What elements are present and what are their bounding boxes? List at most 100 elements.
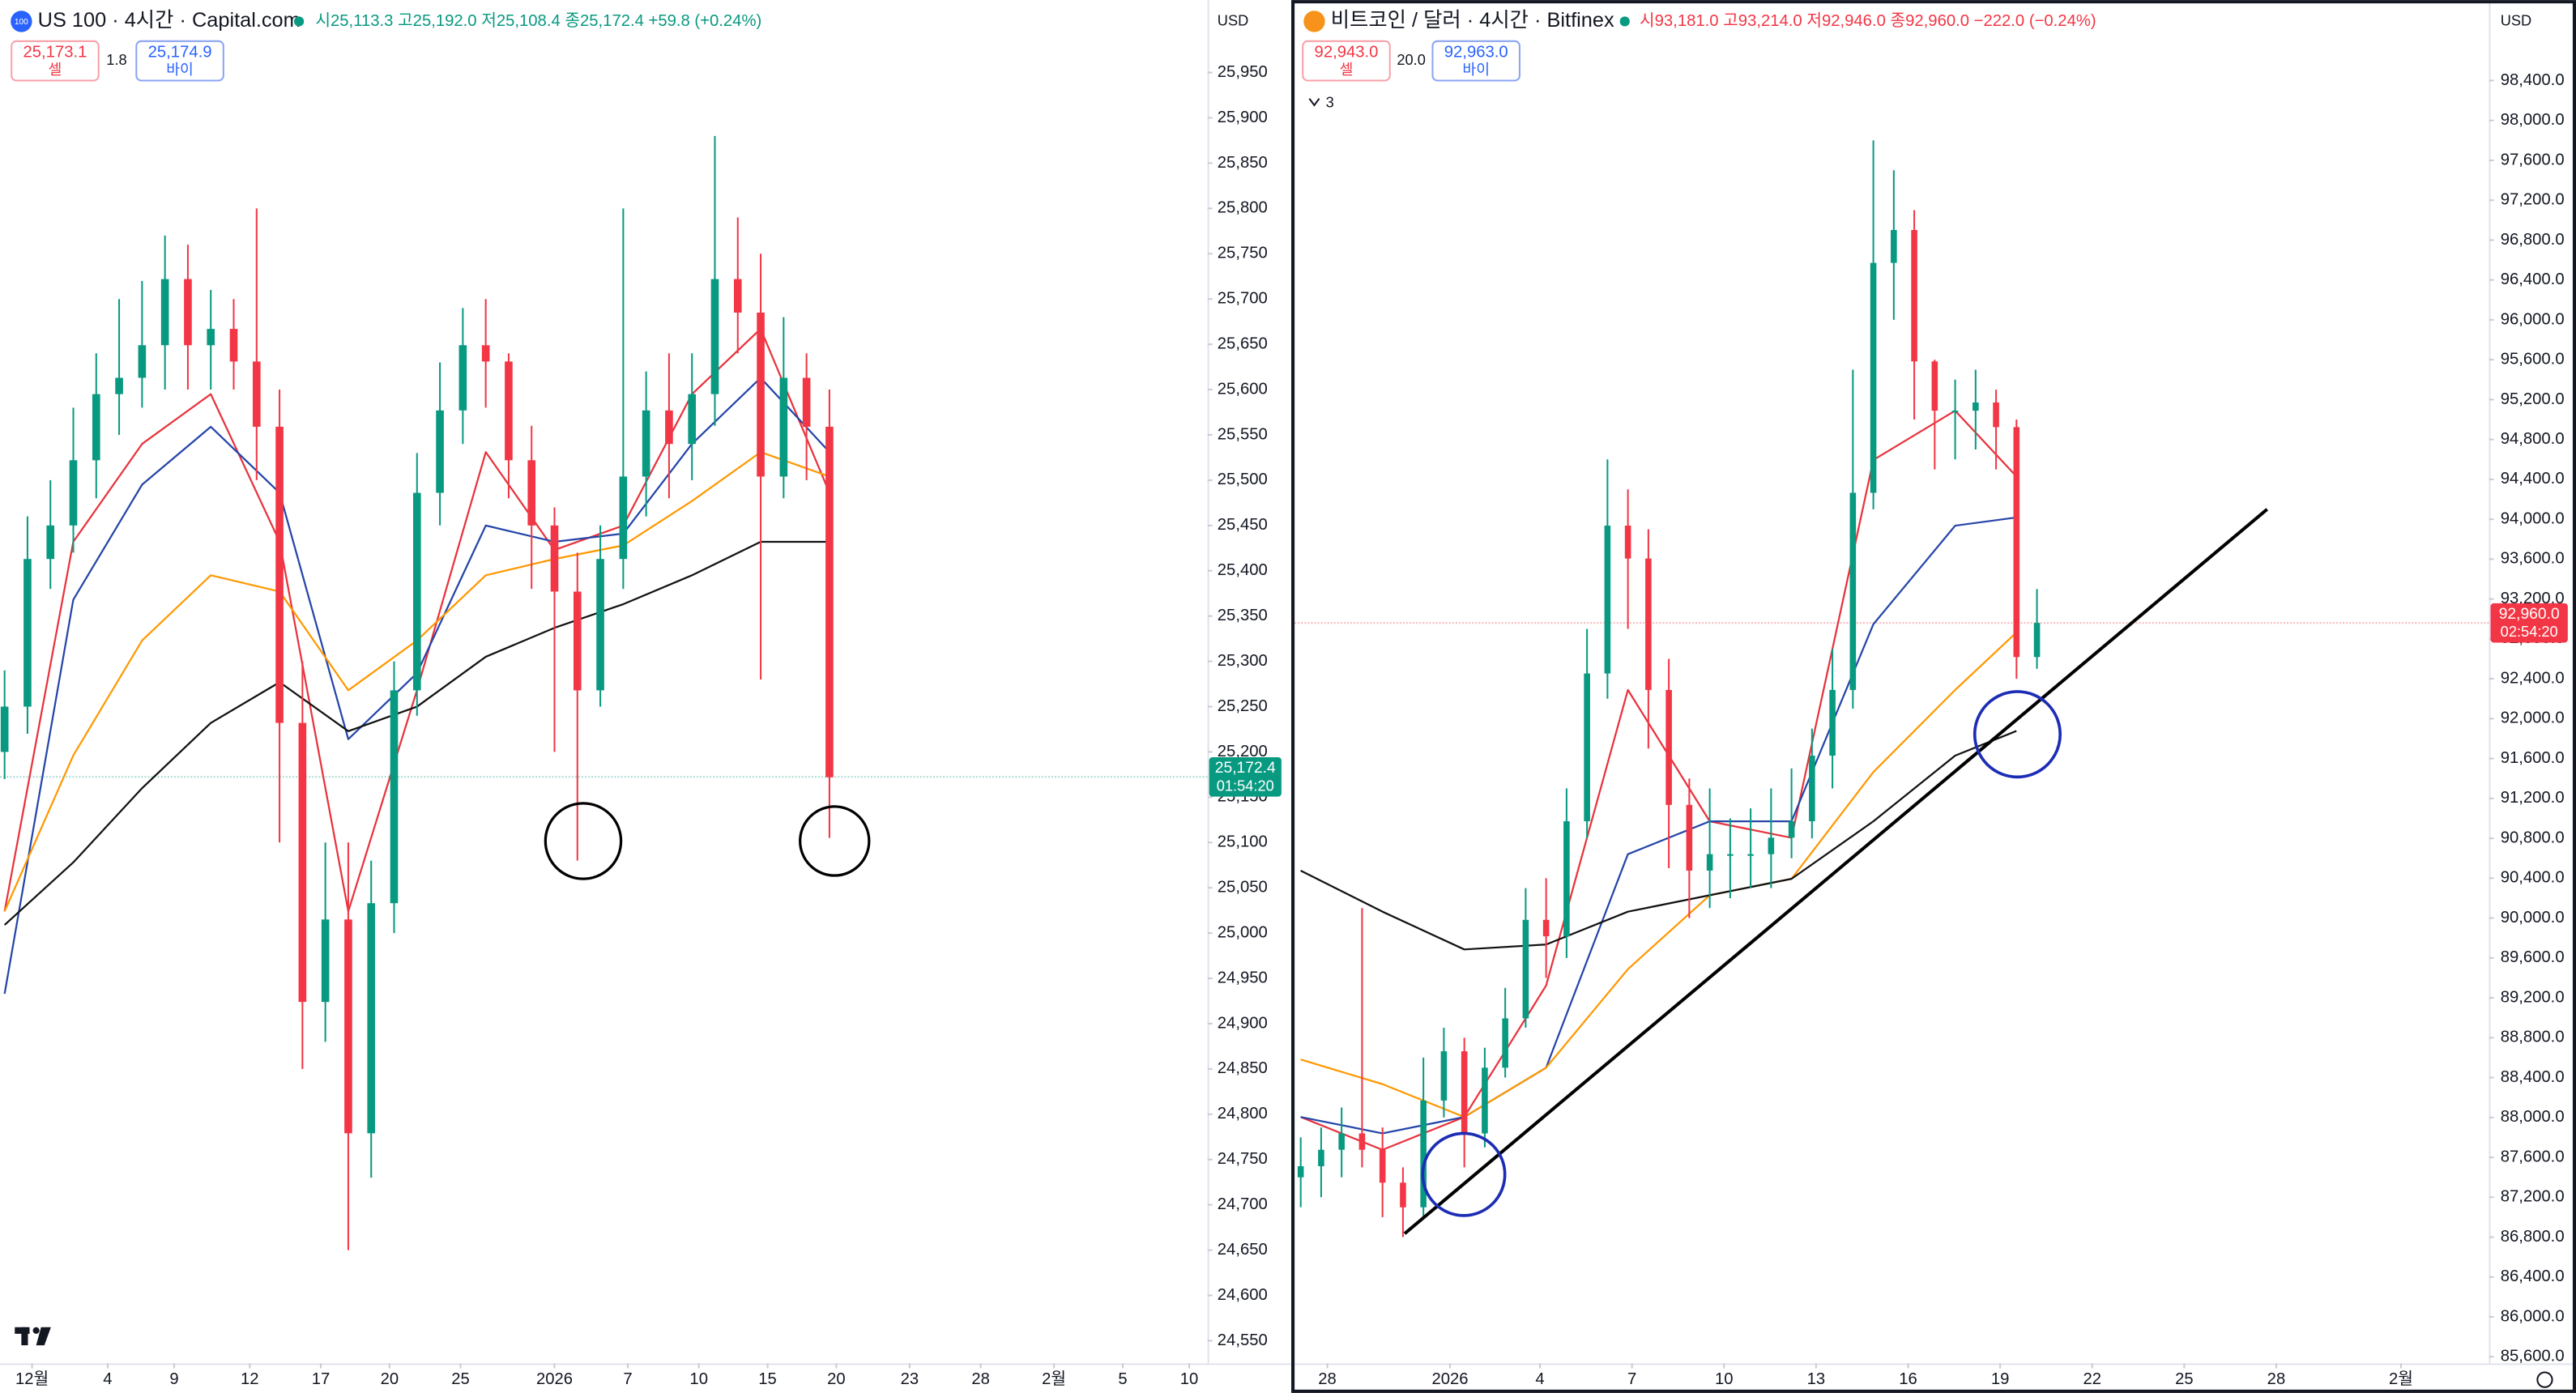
x-tick-label: 20 (381, 1370, 399, 1388)
candle-body (2013, 427, 2020, 658)
logo-part (21, 1327, 28, 1346)
y-tick-label: 92,000.0 (2501, 709, 2565, 727)
candle-body (1993, 402, 1999, 428)
buy-price: 25,174.9 (148, 43, 212, 61)
annotation-circle[interactable] (1973, 690, 2062, 779)
candle-body (1747, 854, 1754, 856)
y-tick-label: 25,900 (1218, 109, 1268, 126)
sell-button[interactable] (1302, 40, 1391, 82)
x-tick-label: 2월 (1042, 1370, 1066, 1388)
x-tick-label: 25 (451, 1370, 470, 1388)
y-tick-label: 96,000.0 (2501, 310, 2565, 328)
candle-body (0, 706, 9, 752)
last-price-tag (2490, 603, 2568, 643)
symbol-title[interactable]: US 100 · 4시간 · Capital.com (38, 9, 301, 32)
candle-body (252, 361, 261, 427)
y-tick-label: 87,200.0 (2501, 1188, 2565, 1206)
collapse-chevron[interactable] (1308, 98, 1320, 107)
y-tick-label: 25,800 (1218, 199, 1268, 217)
logo-part (32, 1327, 40, 1334)
candle-body (642, 410, 650, 477)
x-tick-label: 28 (2267, 1370, 2286, 1388)
candle-body (802, 377, 811, 427)
y-tick-label: 85,600.0 (2501, 1348, 2565, 1365)
settings-icon[interactable] (2536, 1371, 2553, 1388)
y-tick-label: 25,100 (1218, 833, 1268, 851)
candle-body (1870, 262, 1877, 493)
x-tick-label: 12 (241, 1370, 259, 1388)
candle-body (1665, 689, 1672, 805)
y-tick-label: 98,400.0 (2501, 71, 2565, 89)
spread: 1.8 (106, 51, 126, 68)
y-tick-label: 89,200.0 (2501, 988, 2565, 1006)
y-tick-label: 25,350 (1218, 607, 1268, 624)
candle-body (1420, 1100, 1427, 1208)
moving-average (1300, 730, 2017, 951)
candle-body (1338, 1133, 1345, 1150)
currency[interactable]: USD (1218, 11, 1249, 28)
x-tick-label: 16 (1899, 1370, 1917, 1388)
candle-body (1911, 229, 1917, 362)
x-tick-label: 2026 (536, 1370, 573, 1388)
candle-body (92, 394, 100, 461)
symbol-title[interactable]: 비트코인 / 달러 · 4시간 · Bitfinex (1331, 9, 1614, 32)
buy-button[interactable] (135, 40, 224, 82)
candle-body (527, 460, 536, 526)
candle-body (1951, 411, 1959, 413)
candle-body (757, 312, 765, 477)
candle-body (1604, 526, 1611, 674)
x-tick-label: 10 (689, 1370, 708, 1388)
x-tick-label: 4 (1535, 1370, 1544, 1388)
y-tick-label: 25,550 (1218, 425, 1268, 443)
candle-body (298, 722, 307, 1003)
bar-countdown: 02:54:20 (2501, 623, 2558, 640)
y-tick-label: 86,400.0 (2501, 1267, 2565, 1285)
y-tick-label: 25,500 (1218, 471, 1268, 488)
y-tick-label: 24,600 (1218, 1286, 1268, 1304)
candle-body (481, 345, 490, 362)
buy-button[interactable] (1431, 40, 1520, 82)
y-tick-label: 25,300 (1218, 652, 1268, 670)
annotation-circle[interactable] (799, 805, 871, 877)
candle-body (344, 919, 352, 1134)
x-tick-label: 9 (169, 1370, 178, 1388)
currency[interactable]: USD (2501, 11, 2532, 28)
sell-label: 셀 (1340, 61, 1354, 78)
y-tick-label: 98,000.0 (2501, 111, 2565, 129)
x-tick-label: 10 (1180, 1370, 1199, 1388)
candle-body (229, 329, 238, 362)
y-tick-label: 24,750 (1218, 1150, 1268, 1168)
candle-body (275, 426, 284, 723)
candle-body (1768, 837, 1775, 854)
sell-button[interactable] (11, 40, 100, 82)
y-tick-label: 24,850 (1218, 1059, 1268, 1077)
y-tick-label: 91,200.0 (2501, 789, 2565, 807)
x-tick-label: 12월 (15, 1370, 49, 1388)
candle-body (710, 279, 719, 394)
candle-body (1358, 1133, 1366, 1150)
trend-line[interactable] (1403, 508, 2269, 1235)
annotation-circle[interactable] (1421, 1131, 1507, 1217)
y-tick-label: 90,000.0 (2501, 909, 2565, 927)
x-tick-label: 13 (1807, 1370, 1826, 1388)
collapse-count[interactable]: 3 (1326, 94, 1334, 111)
candle-body (1542, 919, 1550, 937)
annotation-circle[interactable] (544, 802, 623, 880)
tradingview-logo[interactable] (15, 1327, 51, 1346)
x-tick-label: 28 (1318, 1370, 1337, 1388)
candle-body (1973, 402, 1979, 411)
y-tick-label: 24,800 (1218, 1105, 1268, 1122)
candle-body (1440, 1051, 1448, 1101)
candle-body (23, 559, 32, 707)
y-tick-label: 90,800.0 (2501, 829, 2565, 846)
y-tick-label: 86,000.0 (2501, 1307, 2565, 1325)
candle-body (458, 345, 467, 411)
candle-body (1829, 689, 1836, 756)
y-tick-label: 88,400.0 (2501, 1068, 2565, 1086)
y-tick-label: 24,700 (1218, 1195, 1268, 1213)
y-tick-label: 86,800.0 (2501, 1228, 2565, 1246)
candle-body (160, 279, 169, 346)
